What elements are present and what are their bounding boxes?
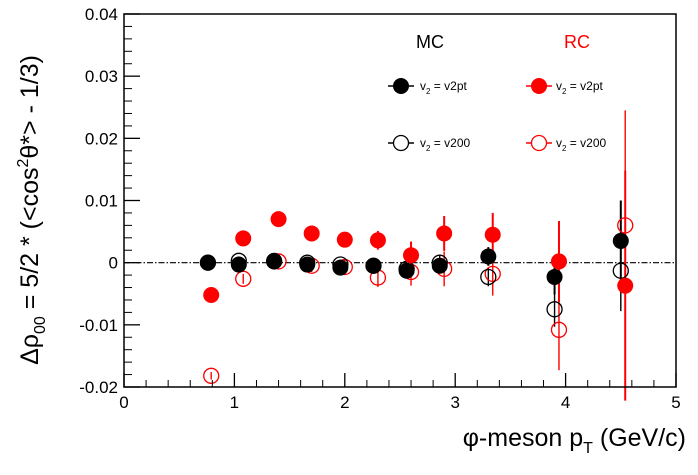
y-tick-label: 0 bbox=[109, 254, 118, 273]
legend-marker-rc-v2pt bbox=[531, 78, 547, 94]
y-tick-label: -0.02 bbox=[79, 378, 118, 397]
mc-v2pt-point bbox=[332, 259, 349, 276]
rc-v200-point bbox=[235, 270, 252, 287]
mc-v2pt-point bbox=[266, 252, 283, 269]
rc-v2pt-point bbox=[617, 277, 634, 294]
mc-v2pt-point bbox=[365, 257, 382, 274]
mc-v200-point bbox=[546, 301, 563, 318]
legend-label-mc-v200: v2 = v200 bbox=[420, 136, 470, 153]
legend-marker-mc-v200 bbox=[392, 134, 410, 152]
rc-v2pt-point bbox=[303, 225, 320, 242]
x-tick-label: 3 bbox=[450, 393, 459, 412]
y-axis-label: Δρ00 = 5/2 * (<cos2θ*> - 1/3) bbox=[15, 55, 49, 365]
mc-v2pt-point bbox=[230, 256, 247, 273]
x-tick-label: 1 bbox=[230, 393, 239, 412]
legend-marker-mc-v2pt bbox=[393, 78, 409, 94]
rc-v200-point bbox=[484, 265, 501, 283]
legend-title-rc: RC bbox=[564, 32, 590, 52]
mc-v2pt-point bbox=[398, 262, 415, 279]
rc-v2pt-point bbox=[550, 253, 567, 270]
legend-label-rc-v200: v2 = v200 bbox=[556, 136, 606, 153]
mc-v2pt-point bbox=[546, 268, 563, 285]
mc-v2pt-point bbox=[480, 248, 497, 265]
mc-v200-point bbox=[612, 262, 629, 279]
rc-v2pt-point bbox=[336, 231, 353, 248]
y-tick-label: 0.03 bbox=[85, 67, 118, 86]
legend-title-mc: MC bbox=[416, 32, 444, 52]
legend-marker-rc-v200 bbox=[530, 134, 548, 152]
mc-v2pt-point bbox=[612, 232, 629, 249]
rc-v200-point bbox=[203, 367, 220, 384]
x-tick-label: 2 bbox=[340, 393, 349, 412]
y-tick-label: 0.02 bbox=[85, 129, 118, 148]
legend-label-mc-v2pt: v2 = v2pt bbox=[420, 79, 467, 96]
y-tick-label: 0.04 bbox=[85, 5, 118, 24]
legend-label-rc-v2pt: v2 = v2pt bbox=[556, 79, 603, 96]
rc-v2pt-point bbox=[369, 232, 386, 249]
rc-v200-point bbox=[617, 217, 634, 234]
rc-v2pt-point bbox=[203, 286, 220, 303]
rc-v2pt-point bbox=[235, 230, 252, 247]
mc-v200-point bbox=[480, 268, 497, 286]
plot-frame bbox=[123, 13, 677, 388]
x-tick-label: 0 bbox=[119, 393, 128, 412]
legend: MC RC v2 = v2pt v2 = v2pt v2 = v200 v2 =… bbox=[388, 32, 606, 153]
rc-v2pt-point bbox=[403, 247, 420, 264]
mc-v2pt-point bbox=[199, 254, 216, 271]
mc-v2pt-point bbox=[299, 256, 316, 273]
rc-v2pt-point bbox=[436, 225, 453, 242]
x-tick-label: 5 bbox=[671, 393, 680, 412]
x-axis-label: φ-meson pT (GeV/c) bbox=[463, 424, 686, 457]
y-tick-label: -0.01 bbox=[79, 316, 118, 335]
rc-v2pt-point bbox=[484, 226, 501, 243]
rc-v2pt-point bbox=[270, 211, 287, 228]
y-tick-label: 0.01 bbox=[85, 192, 118, 211]
rc-v200-point bbox=[550, 321, 568, 338]
x-tick-label: 4 bbox=[561, 393, 570, 412]
mc-v2pt-point bbox=[431, 257, 448, 274]
